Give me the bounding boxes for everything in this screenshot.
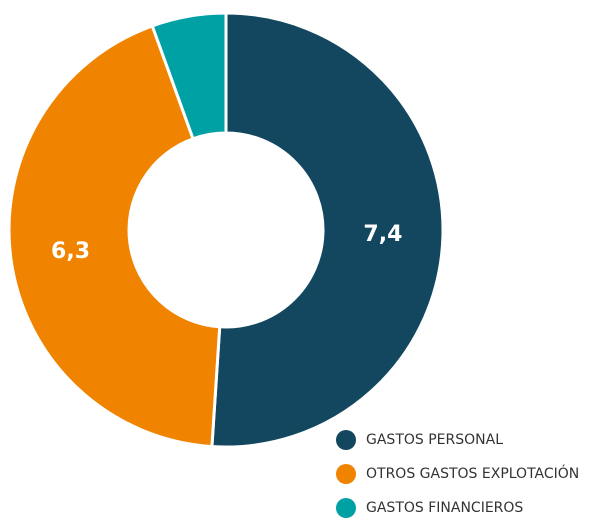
legend-marker xyxy=(336,430,356,450)
value-label: 6,3 xyxy=(51,239,90,264)
donut-slice xyxy=(210,11,445,449)
donut-slice xyxy=(7,23,222,449)
legend-label: OTROS GASTOS EXPLOTACIÓN xyxy=(366,464,579,482)
legend-marker xyxy=(336,464,356,484)
legend-label: GASTOS PERSONAL xyxy=(366,432,503,448)
value-label: 7,4 xyxy=(363,222,402,247)
legend-marker xyxy=(336,498,356,518)
legend-label: GASTOS FINANCIEROS xyxy=(366,500,523,516)
donut-slice xyxy=(150,11,228,141)
